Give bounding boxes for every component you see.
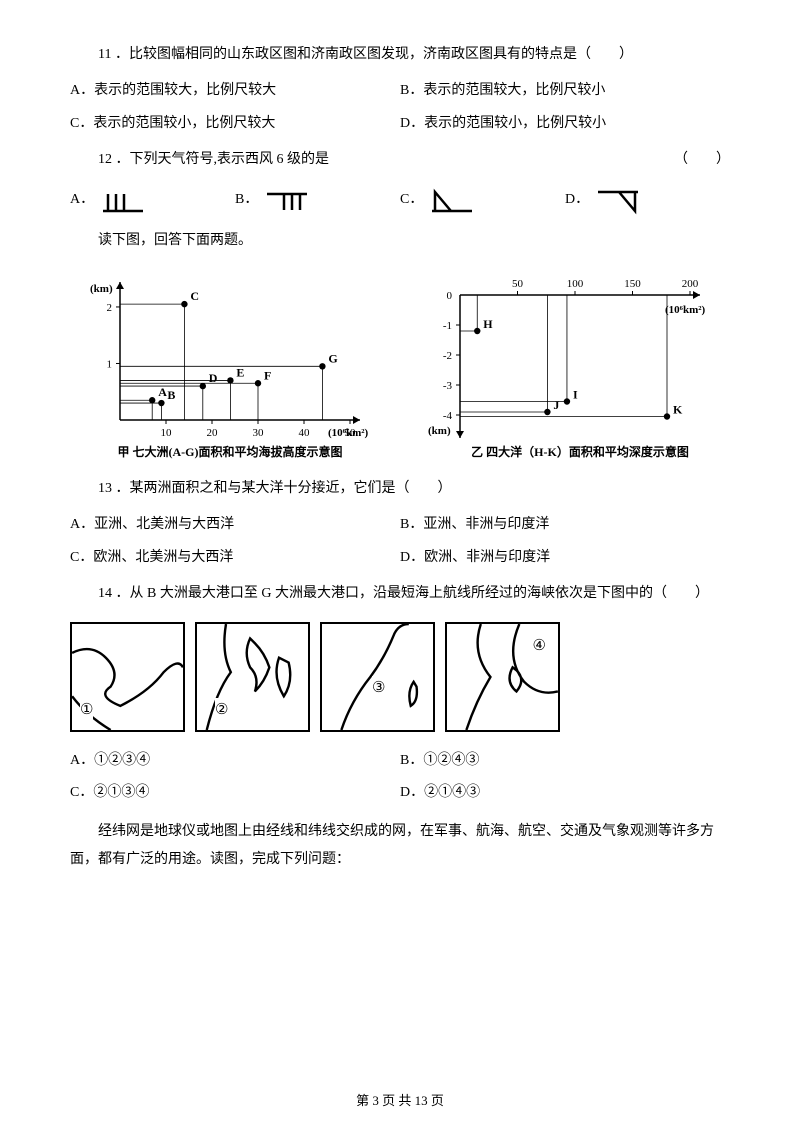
svg-text:20: 20	[207, 427, 219, 439]
svg-text:(km): (km)	[428, 425, 451, 437]
svg-text:200: 200	[682, 278, 699, 290]
wind-symbol-a-icon	[98, 186, 148, 216]
svg-text:F: F	[264, 368, 271, 382]
svg-text:A: A	[158, 385, 167, 399]
q11-row1: A．表示的范围较大，比例尺较大 B．表示的范围较大，比例尺较小	[70, 80, 730, 102]
q14-opt-a: A．①②③④	[70, 750, 400, 772]
q11-opt-c: C．表示的范围较小，比例尺较大	[70, 113, 400, 135]
q12-stem-text: 12 ．下列天气符号,表示西风 6 级的是	[98, 152, 329, 167]
q12-a-label: A．	[70, 189, 94, 211]
q12-opt-d: D．	[565, 186, 730, 216]
svg-text:E: E	[236, 365, 244, 379]
map-4-label: ④	[533, 634, 546, 658]
q11-row2: C．表示的范围较小，比例尺较大 D．表示的范围较小，比例尺较小	[70, 113, 730, 135]
map-2-label: ②	[215, 698, 228, 722]
svg-text:J: J	[553, 398, 559, 412]
q12-opt-b: B．	[235, 186, 400, 216]
chart-oceans: 0 50 100 150 200 -1 -2 -3 -4 (10⁶km²) (km) H IJ K 乙 四大…	[410, 270, 730, 460]
q13-opt-b: B．亚洲、非洲与印度洋	[400, 514, 730, 536]
q12-paren: （ ）	[646, 149, 730, 171]
q13-stem: 13 ．某两洲面积之和与某大洋十分接近，它们是（ ）	[70, 478, 730, 500]
passage-text: 经纬网是地球仪或地图上由经线和纬线交织成的网，在军事、航海、航空、交通及气象观测…	[70, 818, 730, 874]
svg-text:G: G	[328, 351, 337, 365]
map-4: ④	[445, 622, 560, 732]
q12-stem: 12 ．下列天气符号,表示西风 6 级的是 （ ）	[70, 149, 730, 171]
q14-opt-d: D．②①④③	[400, 782, 730, 804]
q13-opt-c: C．欧洲、北美洲与大西洋	[70, 547, 400, 569]
maps-row: ① ② ③ ④	[70, 622, 730, 732]
q12-b-label: B．	[235, 189, 258, 211]
q13-row2: C．欧洲、北美洲与大西洋 D．欧洲、非洲与印度洋	[70, 547, 730, 569]
q12-d-label: D．	[565, 189, 589, 211]
svg-text:(10⁶km²): (10⁶km²)	[328, 427, 369, 439]
chart-continents: 102030405012(km)(10⁶km²)ABCDEFG甲 七大洲(A-G…	[70, 270, 390, 460]
map-3-label: ③	[372, 676, 385, 700]
q12-opt-c: C．	[400, 186, 565, 216]
q11-stem: 11 ．比较图幅相同的山东政区图和济南政区图发现，济南政区图具有的特点是（ ）	[70, 44, 730, 66]
svg-text:H: H	[483, 317, 493, 331]
q14-opt-b: B．①②④③	[400, 750, 730, 772]
q11-opt-b: B．表示的范围较大，比例尺较小	[400, 80, 730, 102]
wind-symbol-b-icon	[262, 186, 312, 216]
map-3: ③	[320, 622, 435, 732]
wind-symbol-d-icon	[593, 186, 643, 216]
map-2: ②	[195, 622, 310, 732]
svg-text:0: 0	[447, 290, 453, 302]
svg-text:-3: -3	[443, 380, 453, 392]
q12-options: A． B． C． D．	[70, 186, 730, 216]
svg-text:-4: -4	[443, 410, 453, 422]
q12-c-label: C．	[400, 189, 423, 211]
readfig-text: 读下图，回答下面两题。	[70, 230, 730, 252]
q13-opt-a: A．亚洲、北美洲与大西洋	[70, 514, 400, 536]
wind-symbol-c-icon	[427, 186, 477, 216]
svg-text:乙 四大洋（H-K）面积和平均深度示意图: 乙 四大洋（H-K）面积和平均深度示意图	[471, 444, 689, 459]
svg-text:10: 10	[161, 427, 173, 439]
svg-text:1: 1	[107, 358, 113, 370]
q14-row1: A．①②③④ B．①②④③	[70, 750, 730, 772]
svg-text:50: 50	[512, 278, 524, 290]
svg-text:甲 七大洲(A-G)面积和平均海拔高度示意图: 甲 七大洲(A-G)面积和平均海拔高度示意图	[118, 444, 343, 459]
svg-text:100: 100	[567, 278, 584, 290]
svg-text:I: I	[573, 387, 578, 401]
q14-row2: C．②①③④ D．②①④③	[70, 782, 730, 804]
svg-text:C: C	[190, 289, 199, 303]
q13-opt-d: D．欧洲、非洲与印度洋	[400, 547, 730, 569]
svg-text:K: K	[673, 402, 683, 416]
charts-row: 102030405012(km)(10⁶km²)ABCDEFG甲 七大洲(A-G…	[70, 270, 730, 460]
q13-row1: A．亚洲、北美洲与大西洋 B．亚洲、非洲与印度洋	[70, 514, 730, 536]
svg-text:(10⁶km²): (10⁶km²)	[665, 304, 706, 316]
svg-text:-1: -1	[443, 320, 452, 332]
page-footer: 第 3 页 共 13 页	[0, 1091, 800, 1112]
svg-text:30: 30	[253, 427, 265, 439]
svg-text:40: 40	[299, 427, 311, 439]
svg-text:B: B	[167, 388, 175, 402]
svg-text:(km): (km)	[90, 283, 113, 295]
q12-opt-a: A．	[70, 186, 235, 216]
q14-stem: 14 ．从 B 大洲最大港口至 G 大洲最大港口，沿最短海上航线所经过的海峡依次…	[70, 583, 730, 605]
svg-text:2: 2	[107, 302, 113, 314]
q14-opt-c: C．②①③④	[70, 782, 400, 804]
q11-opt-d: D．表示的范围较小，比例尺较小	[400, 113, 730, 135]
svg-text:-2: -2	[443, 350, 452, 362]
q11-opt-a: A．表示的范围较大，比例尺较大	[70, 80, 400, 102]
map-1-label: ①	[80, 698, 93, 722]
map-1: ①	[70, 622, 185, 732]
svg-text:150: 150	[624, 278, 641, 290]
